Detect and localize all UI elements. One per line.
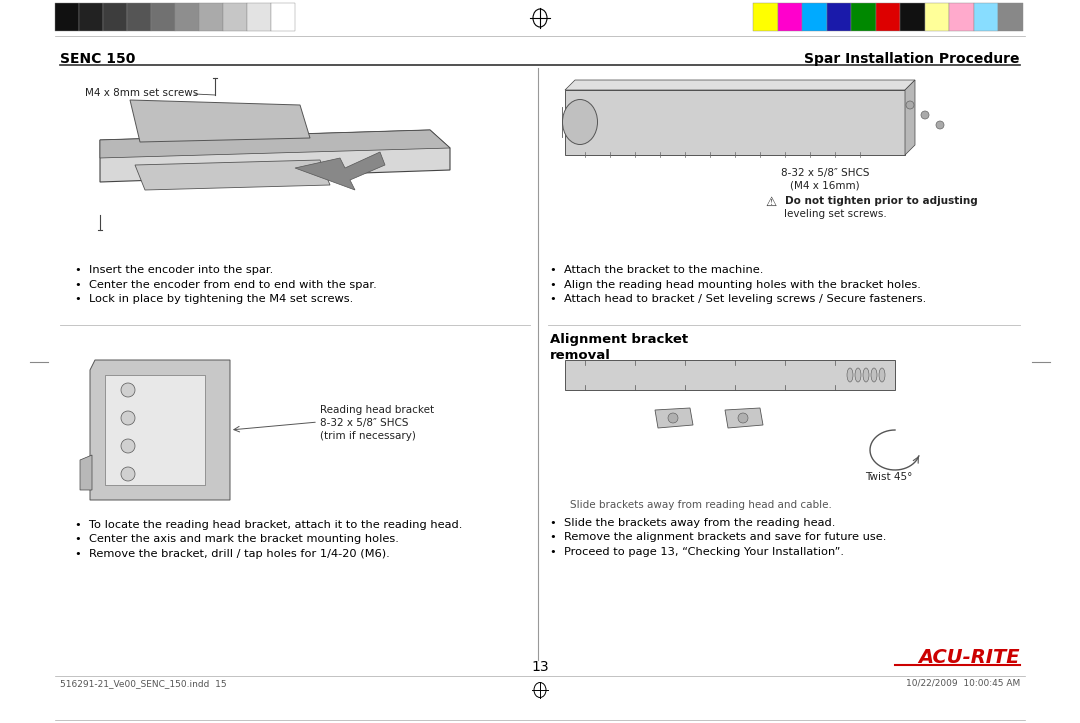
Text: •  Attach the bracket to the machine.: • Attach the bracket to the machine. [550,265,764,275]
Text: •  Slide the brackets away from the reading head.: • Slide the brackets away from the readi… [550,518,835,528]
Bar [127,3,151,31]
Text: •  Center the encoder from end to end with the spar.: • Center the encoder from end to end wit… [75,280,377,289]
Text: •  Attach head to bracket / Set leveling screws / Secure fasteners.: • Attach head to bracket / Set leveling … [550,294,927,304]
Bar [271,3,295,31]
Polygon shape [295,152,384,190]
Text: 10/22/2009  10:00:45 AM: 10/22/2009 10:00:45 AM [906,679,1020,688]
Text: ⚠: ⚠ [765,196,777,209]
Text: Slide brackets away from reading head and cable.: Slide brackets away from reading head an… [570,500,832,510]
Bar [876,3,901,31]
Bar [247,3,271,31]
Bar [79,3,103,31]
Circle shape [121,439,135,453]
Bar [924,3,949,31]
Polygon shape [654,408,693,428]
Polygon shape [90,360,230,500]
Text: 13: 13 [531,660,549,674]
Bar [565,360,895,390]
Bar [826,3,851,31]
Text: 516291-21_Ve00_SENC_150.indd  15: 516291-21_Ve00_SENC_150.indd 15 [60,679,227,688]
Text: (trim if necessary): (trim if necessary) [320,431,416,441]
Text: Twist 45°: Twist 45° [865,472,913,482]
Text: leveling set screws.: leveling set screws. [784,209,887,219]
Bar [778,3,802,31]
Circle shape [921,111,929,119]
Bar [802,3,826,31]
Ellipse shape [563,100,597,145]
Polygon shape [100,130,450,182]
Bar [949,3,974,31]
Polygon shape [130,100,310,142]
Circle shape [906,101,914,109]
Bar [151,3,175,31]
Polygon shape [905,80,915,155]
Text: Do not tighten prior to adjusting: Do not tighten prior to adjusting [785,196,977,206]
Text: •  Center the axis and mark the bracket mounting holes.: • Center the axis and mark the bracket m… [75,534,399,544]
Ellipse shape [855,368,861,382]
Text: •  Align the reading head mounting holes with the bracket holes.: • Align the reading head mounting holes … [550,280,921,289]
Text: Reading head bracket: Reading head bracket [320,405,434,415]
Text: •  Insert the encoder into the spar.: • Insert the encoder into the spar. [75,265,273,275]
Text: •  Remove the alignment brackets and save for future use.: • Remove the alignment brackets and save… [550,533,887,542]
Text: removal: removal [550,349,611,362]
Text: 8-32 x 5/8″ SHCS: 8-32 x 5/8″ SHCS [781,168,869,178]
Bar [998,3,1023,31]
Bar [103,3,127,31]
Bar [901,3,924,31]
Circle shape [121,383,135,397]
Bar [222,3,247,31]
Polygon shape [100,130,450,158]
Ellipse shape [863,368,869,382]
Text: ACU-RITE: ACU-RITE [918,648,1020,667]
Bar [851,3,876,31]
Bar [565,90,905,155]
Bar [175,3,199,31]
Bar [974,3,998,31]
Bar [105,375,205,485]
Polygon shape [725,408,762,428]
Text: Alignment bracket: Alignment bracket [550,333,688,346]
Text: M4 x 8mm set screws: M4 x 8mm set screws [85,88,199,98]
Circle shape [936,121,944,129]
Bar [55,3,79,31]
Text: •  Lock in place by tightening the M4 set screws.: • Lock in place by tightening the M4 set… [75,294,353,304]
Text: •  Remove the bracket, drill / tap holes for 1/4-20 (M6).: • Remove the bracket, drill / tap holes … [75,549,390,559]
Polygon shape [80,455,92,490]
Text: •  To locate the reading head bracket, attach it to the reading head.: • To locate the reading head bracket, at… [75,520,462,530]
Bar [199,3,222,31]
Text: SENC 150: SENC 150 [60,52,135,66]
Ellipse shape [879,368,885,382]
Circle shape [738,413,748,423]
Text: 8-32 x 5/8″ SHCS: 8-32 x 5/8″ SHCS [320,418,408,428]
Circle shape [669,413,678,423]
Bar [753,3,778,31]
Text: (M4 x 16mm): (M4 x 16mm) [791,181,860,191]
Polygon shape [135,160,330,190]
Polygon shape [565,80,915,90]
Text: Spar Installation Procedure: Spar Installation Procedure [805,52,1020,66]
Circle shape [121,467,135,481]
Circle shape [121,411,135,425]
Ellipse shape [847,368,853,382]
Ellipse shape [870,368,877,382]
Text: •  Proceed to page 13, “Checking Your Installation”.: • Proceed to page 13, “Checking Your Ins… [550,547,843,557]
